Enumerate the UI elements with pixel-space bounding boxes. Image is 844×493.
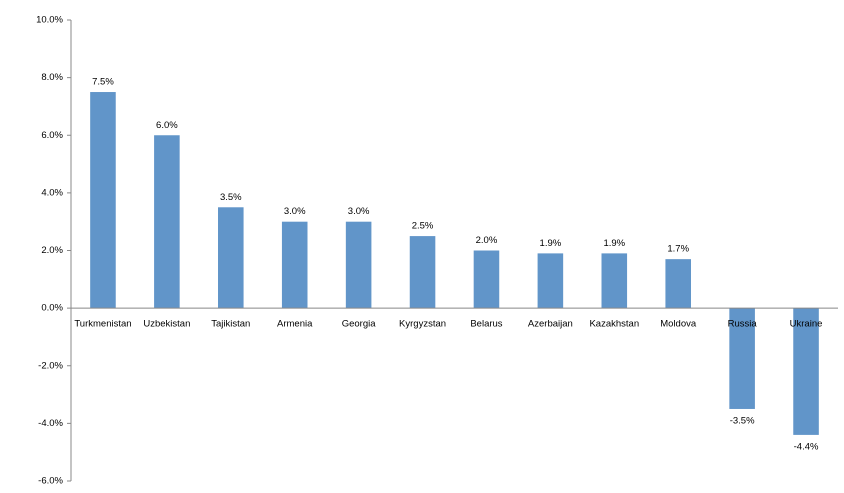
value-label: -3.5% [730,415,755,426]
bar [537,253,564,309]
y-tick-label: 8.0% [41,72,63,83]
y-tick-label: -6.0% [38,476,63,487]
bar [409,236,436,309]
y-tick-label: 4.0% [41,187,63,198]
bar [345,221,372,309]
value-label: 1.9% [603,238,625,249]
x-tick-label: Kazakhstan [589,319,639,330]
value-label: -4.4% [794,441,819,452]
y-tick-label: -4.0% [38,418,63,429]
value-label: 3.0% [284,206,306,217]
bar [218,207,244,309]
x-tick-label: Russia [728,319,758,330]
value-label: 6.0% [156,120,178,131]
bar [473,250,500,309]
y-tick-label: 0.0% [41,303,63,314]
y-tick-label: 10.0% [36,15,63,26]
bar [90,92,116,309]
bar [601,253,628,309]
x-tick-label: Kyrgyzstan [399,319,446,330]
value-label: 7.5% [92,77,114,88]
x-tick-label: Ukraine [790,319,823,330]
value-label: 1.7% [667,244,689,255]
value-label: 3.5% [220,192,242,203]
bar [793,308,819,435]
x-tick-label: Tajikistan [211,319,250,330]
bar [281,221,308,309]
x-tick-label: Turkmenistan [74,319,131,330]
bar [154,135,180,309]
value-label: 2.5% [412,221,434,232]
x-tick-label: Uzbekistan [143,319,190,330]
x-tick-label: Azerbaijan [528,319,573,330]
bar [665,259,691,309]
x-tick-label: Georgia [342,319,377,330]
bar [729,308,755,409]
y-tick-label: 6.0% [41,130,63,141]
x-tick-label: Armenia [277,319,313,330]
value-label: 2.0% [476,235,498,246]
x-tick-label: Belarus [470,319,502,330]
x-tick-label: Moldova [660,319,697,330]
y-tick-label: -2.0% [38,360,63,371]
value-label: 3.0% [348,206,370,217]
y-tick-label: 2.0% [41,245,63,256]
value-label: 1.9% [540,238,562,249]
